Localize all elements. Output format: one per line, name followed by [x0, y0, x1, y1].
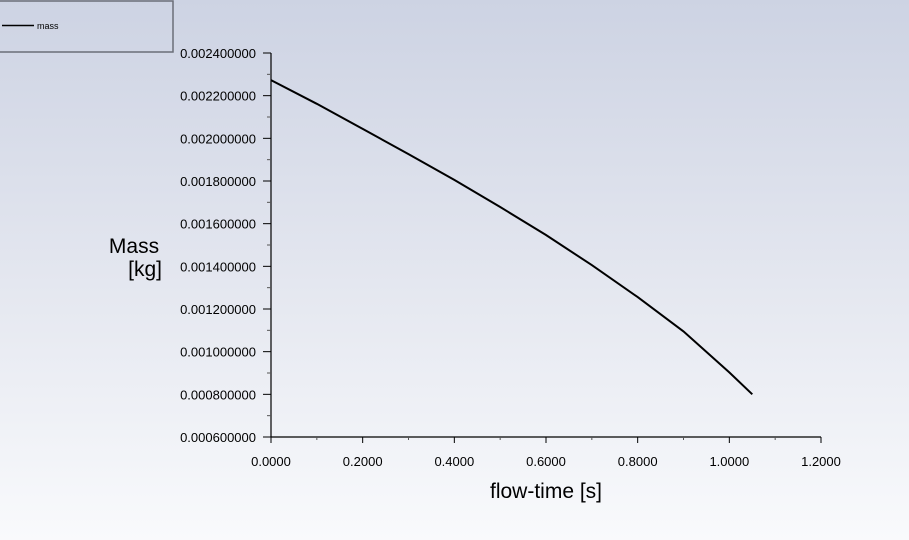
- y-axis-label-line2: [kg]: [128, 258, 162, 281]
- x-tick-labels: 0.0000 0.2000 0.4000 0.6000 0.8000 1.0000 1.20…: [251, 454, 841, 469]
- x-tick-label: 0.8000: [618, 454, 658, 469]
- y-axis-label-line1: Mass: [109, 235, 159, 258]
- y-tick-label: 0.002400000: [180, 46, 256, 61]
- y-tick-label: 0.002200000: [180, 89, 256, 104]
- x-tick-label: 0.6000: [526, 454, 566, 469]
- y-tick-label: 0.001800000: [180, 174, 256, 189]
- legend: mass: [0, 0, 174, 53]
- y-tick-label: 0.001600000: [180, 217, 256, 232]
- series-line-mass: [270, 79, 753, 396]
- y-tick-label: 0.001200000: [180, 302, 256, 317]
- y-tick-label: 0.001000000: [180, 345, 256, 360]
- y-tick-label: 0.001400000: [180, 259, 256, 274]
- y-tick-label: 0.002000000: [180, 131, 256, 146]
- axes: [263, 52, 822, 443]
- x-tick-label: 0.2000: [343, 454, 383, 469]
- x-tick-label: 0.0000: [251, 454, 291, 469]
- legend-label-mass: mass: [37, 21, 59, 31]
- x-tick-label: 1.2000: [801, 454, 841, 469]
- x-tick-label: 0.4000: [434, 454, 474, 469]
- y-tick-label: 0.000800000: [180, 387, 256, 402]
- legend-box: [0, 0, 174, 53]
- y-tick-label: 0.000600000: [180, 430, 256, 445]
- x-axis-label: flow-time [s]: [490, 480, 602, 503]
- x-tick-label: 1.0000: [709, 454, 749, 469]
- y-tick-labels: 0.000600000 0.000800000 0.001000000 0.00120…: [180, 46, 256, 445]
